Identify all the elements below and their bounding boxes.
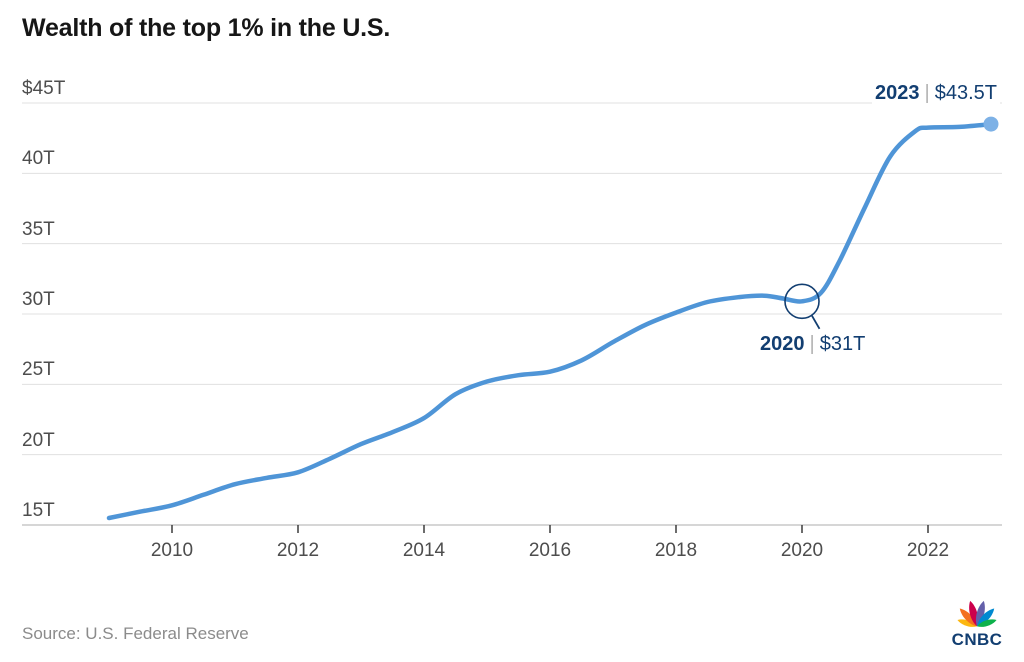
annotation-connector-2020 [811, 315, 821, 330]
x-axis-tick-label: 2018 [654, 540, 698, 561]
source-attribution: Source: U.S. Federal Reserve [22, 624, 249, 643]
endpoint-marker-2023 [983, 116, 999, 132]
y-axis-tick-label: 25T [22, 359, 55, 381]
annotation-label-2023: 2023 | $43.5T [872, 81, 1000, 105]
annotation-2020-separator: | [809, 333, 815, 355]
annotation-2023-value: $43.5T [934, 82, 997, 104]
gridlines [22, 102, 1002, 526]
x-axis-tick-label: 2012 [276, 540, 320, 561]
annotation-2020-year: 2020 [760, 333, 805, 355]
cnbc-logo-text: CNBC [951, 630, 1003, 649]
wealth-line-series [106, 121, 994, 521]
x-axis-tick-label: 2010 [150, 540, 194, 561]
annotation-2023-year: 2023 [875, 82, 920, 104]
y-axis-tick-label: $45T [22, 78, 66, 99]
cnbc-peacock-icon [957, 600, 997, 627]
chart-title: Wealth of the top 1% in the U.S. [22, 14, 391, 42]
annotation-2020-value: $31T [819, 333, 866, 355]
annotation-circle-2020 [784, 283, 820, 320]
y-axis-tick-label: 35T [22, 218, 55, 240]
x-axis-tick-marks [171, 525, 929, 533]
y-axis-tick-label: 15T [22, 500, 55, 521]
x-axis-tick-label: 2020 [780, 540, 824, 561]
x-axis-tick-label: 2022 [906, 540, 950, 561]
cnbc-logo: CNBC [946, 594, 1008, 650]
annotation-2023-separator: | [924, 82, 930, 104]
x-axis-tick-label: 2016 [528, 540, 572, 561]
x-axis-tick-label: 2014 [402, 540, 446, 561]
y-axis-tick-label: 20T [22, 429, 55, 451]
y-axis-tick-label: 40T [22, 148, 55, 170]
annotation-label-2020: 2020 | $31T [757, 332, 868, 356]
y-axis-tick-label: 30T [22, 289, 55, 310]
